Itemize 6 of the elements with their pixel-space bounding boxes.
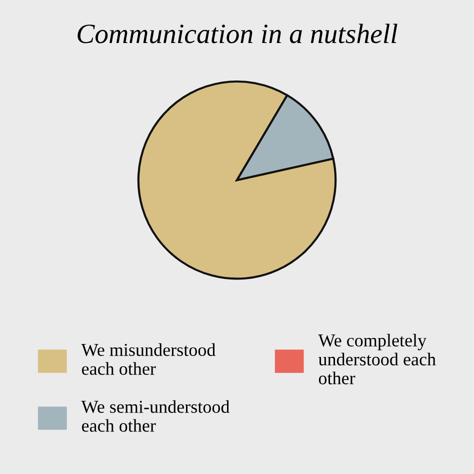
pie-slice	[236, 94, 334, 182]
chart-title: Communication in a nutshell	[78, 24, 398, 44]
pie-slice	[137, 80, 337, 280]
legend-label: We semi-understood each other	[81, 400, 230, 432]
legend-label: We misunderstood each other	[81, 343, 216, 375]
legend-label: We completely understood each other	[318, 334, 436, 384]
